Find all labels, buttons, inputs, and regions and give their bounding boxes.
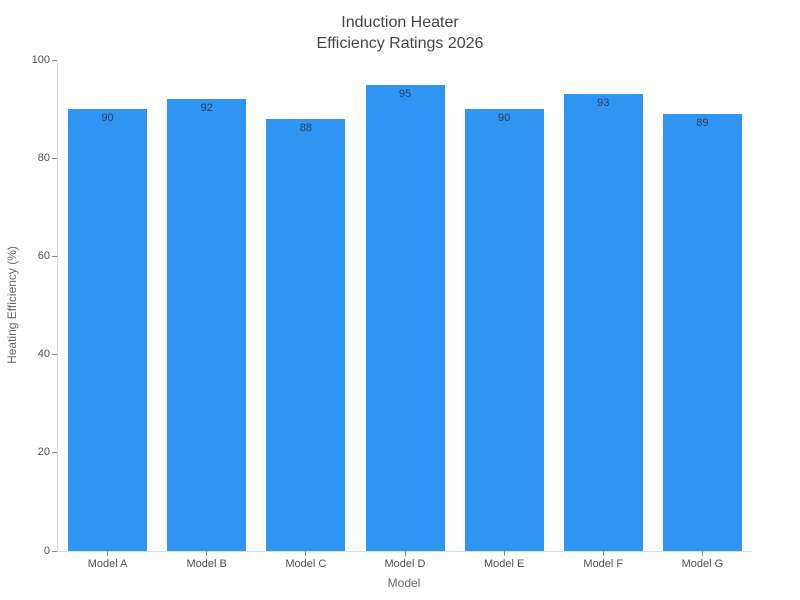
- x-tick-mark: [503, 551, 505, 556]
- y-tick-mark: [52, 550, 57, 552]
- y-tick-label: 60: [37, 249, 50, 262]
- y-tick-label: 80: [37, 151, 50, 164]
- x-tick-label: Model F: [583, 558, 624, 570]
- bar-model-c: 88: [266, 118, 346, 551]
- chart-title: Induction Heater Efficiency Ratings 2026: [0, 12, 800, 54]
- bar-model-d: 95: [365, 84, 445, 551]
- x-tick-mark: [107, 551, 109, 556]
- bar-model-g: 89: [662, 114, 742, 551]
- y-tick-label: 100: [31, 53, 50, 66]
- x-tick-mark: [206, 551, 208, 556]
- bar-value-label: 90: [498, 112, 511, 125]
- bar-model-b: 92: [167, 99, 247, 551]
- x-tick-label: Model A: [87, 558, 128, 570]
- y-tick-mark: [52, 354, 57, 356]
- bar-value-label: 88: [299, 121, 312, 134]
- bar-value-label: 92: [200, 102, 213, 115]
- bar-value-label: 90: [101, 112, 114, 125]
- x-tick-label: Model G: [681, 558, 724, 570]
- y-tick-mark: [52, 157, 57, 159]
- x-axis-title: Model: [387, 576, 421, 590]
- x-tick-label: Model E: [483, 558, 525, 570]
- x-tick-label: Model B: [186, 558, 227, 570]
- bar-value-label: 93: [597, 97, 610, 110]
- bar-model-f: 93: [563, 94, 643, 551]
- x-tick-label: Model D: [384, 558, 426, 570]
- x-tick-mark: [404, 551, 406, 556]
- y-tick-mark: [52, 452, 57, 454]
- bar-model-a: 90: [68, 109, 148, 551]
- chart-title-line-2: Efficiency Ratings 2026: [316, 35, 484, 52]
- y-tick-mark: [52, 59, 57, 61]
- bar-model-e: 90: [464, 109, 544, 551]
- bar-value-label: 89: [696, 117, 709, 130]
- y-tick-label: 0: [43, 544, 50, 557]
- x-tick-mark: [305, 551, 307, 556]
- plot-area: 90 Model A 92 Model B 88 Model C 95 Model D 90 Mo…: [32, 54, 752, 570]
- y-tick-mark: [52, 255, 57, 257]
- x-tick-label: Model C: [285, 558, 327, 570]
- bar-value-label: 95: [398, 87, 412, 100]
- x-tick-mark: [602, 551, 604, 556]
- y-axis-title: Heating Efficiency (%): [5, 246, 19, 364]
- chart-title-line-1: Induction Heater: [341, 14, 459, 31]
- y-tick-label: 20: [37, 446, 50, 459]
- x-tick-mark: [701, 551, 703, 556]
- y-tick-label: 40: [37, 348, 50, 361]
